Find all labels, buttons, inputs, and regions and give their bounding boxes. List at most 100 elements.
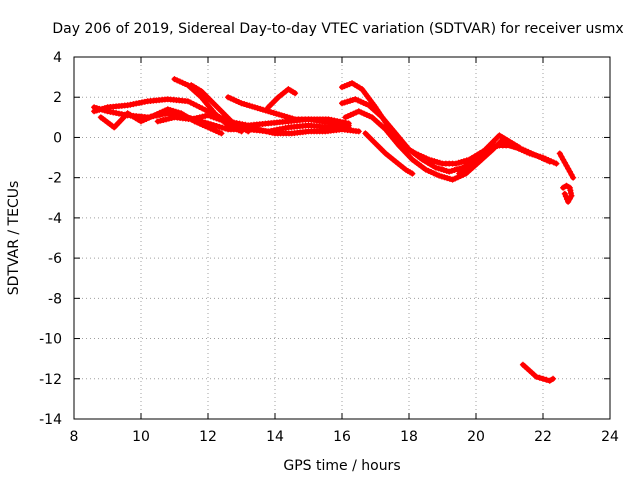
data-point (561, 159, 568, 166)
data-point (292, 90, 299, 97)
data-point (562, 193, 569, 200)
data-point (355, 97, 362, 104)
data-point (347, 111, 354, 118)
data-point (444, 175, 451, 182)
data-point (564, 196, 571, 203)
data-point (523, 149, 530, 156)
x-tick-label: 16 (333, 429, 351, 445)
data-point (140, 117, 147, 124)
chart-title: Day 206 of 2019, Sidereal Day-to-day VTE… (52, 21, 623, 37)
data-point (245, 128, 252, 135)
y-tick-label: -6 (48, 251, 62, 267)
data-point (159, 108, 166, 115)
data-point (347, 97, 354, 104)
data-point (273, 110, 280, 117)
data-point (213, 122, 220, 129)
data-point (162, 107, 169, 114)
series-track-4 (154, 112, 362, 137)
x-tick-label: 10 (132, 429, 150, 445)
data-point (259, 106, 266, 113)
data-point (349, 97, 356, 104)
data-point (151, 112, 158, 119)
y-tick-label: -12 (39, 372, 62, 388)
data-point (357, 98, 364, 105)
data-point (193, 115, 200, 122)
series-track-16 (519, 361, 557, 384)
x-tick-label: 24 (601, 429, 619, 445)
data-point (207, 125, 214, 132)
data-point (363, 111, 370, 118)
data-point (278, 112, 285, 119)
data-point (246, 102, 253, 109)
x-tick-label: 18 (400, 429, 418, 445)
data-point (171, 76, 178, 83)
data-point (157, 117, 164, 124)
data-point (441, 174, 448, 181)
data-point (430, 170, 437, 177)
data-point (431, 158, 438, 165)
data-point (205, 124, 211, 131)
data-point (238, 100, 245, 107)
data-point (521, 148, 528, 155)
data-point (235, 99, 242, 106)
data-point (101, 107, 108, 114)
data-point (241, 101, 248, 108)
data-point (428, 169, 435, 176)
data-point (267, 109, 274, 116)
data-point (255, 126, 262, 133)
series-track-3 (97, 106, 225, 137)
data-point (276, 111, 283, 118)
data-point (358, 109, 365, 116)
data-point (160, 117, 167, 124)
series-track-6 (188, 82, 252, 135)
data-point (560, 184, 567, 191)
data-point (263, 128, 270, 135)
data-point (138, 118, 144, 125)
data-point (225, 94, 232, 101)
data-point (361, 110, 368, 117)
data-point (446, 168, 453, 175)
data-point (550, 159, 557, 166)
data-point (345, 113, 352, 120)
data-point (143, 115, 150, 122)
data-point (558, 153, 565, 160)
data-point (531, 152, 538, 159)
y-tick-label: -10 (39, 332, 62, 348)
data-point (455, 159, 462, 166)
data-point (436, 159, 443, 166)
data-point (542, 155, 549, 162)
data-point (545, 156, 552, 163)
data-point (219, 124, 226, 131)
data-point (230, 96, 237, 103)
data-point (188, 116, 195, 123)
data-point (556, 150, 563, 157)
data-point (213, 128, 220, 135)
data-point (563, 162, 570, 169)
data-point (191, 115, 198, 122)
series-track-13 (456, 132, 523, 177)
data-point (96, 105, 103, 112)
data-point (227, 123, 234, 130)
data-point (565, 198, 572, 205)
data-point (215, 129, 222, 136)
data-point (289, 115, 296, 122)
data-point (533, 373, 540, 380)
series-track-9 (339, 80, 553, 167)
x-tick-label: 8 (70, 429, 79, 445)
data-point (165, 115, 172, 122)
data-point (550, 375, 557, 382)
data-point (536, 374, 543, 381)
data-point (260, 127, 267, 134)
series-track-15 (560, 182, 575, 205)
data-point (243, 101, 250, 108)
data-point (355, 128, 362, 135)
data-point (353, 109, 360, 116)
data-point (266, 129, 273, 136)
data-point (345, 122, 352, 129)
data-point (434, 158, 441, 165)
y-axis-title: SDTVAR / TECUs (6, 181, 22, 296)
data-point (548, 158, 555, 165)
data-point (225, 122, 232, 129)
x-tick-label: 12 (199, 429, 217, 445)
